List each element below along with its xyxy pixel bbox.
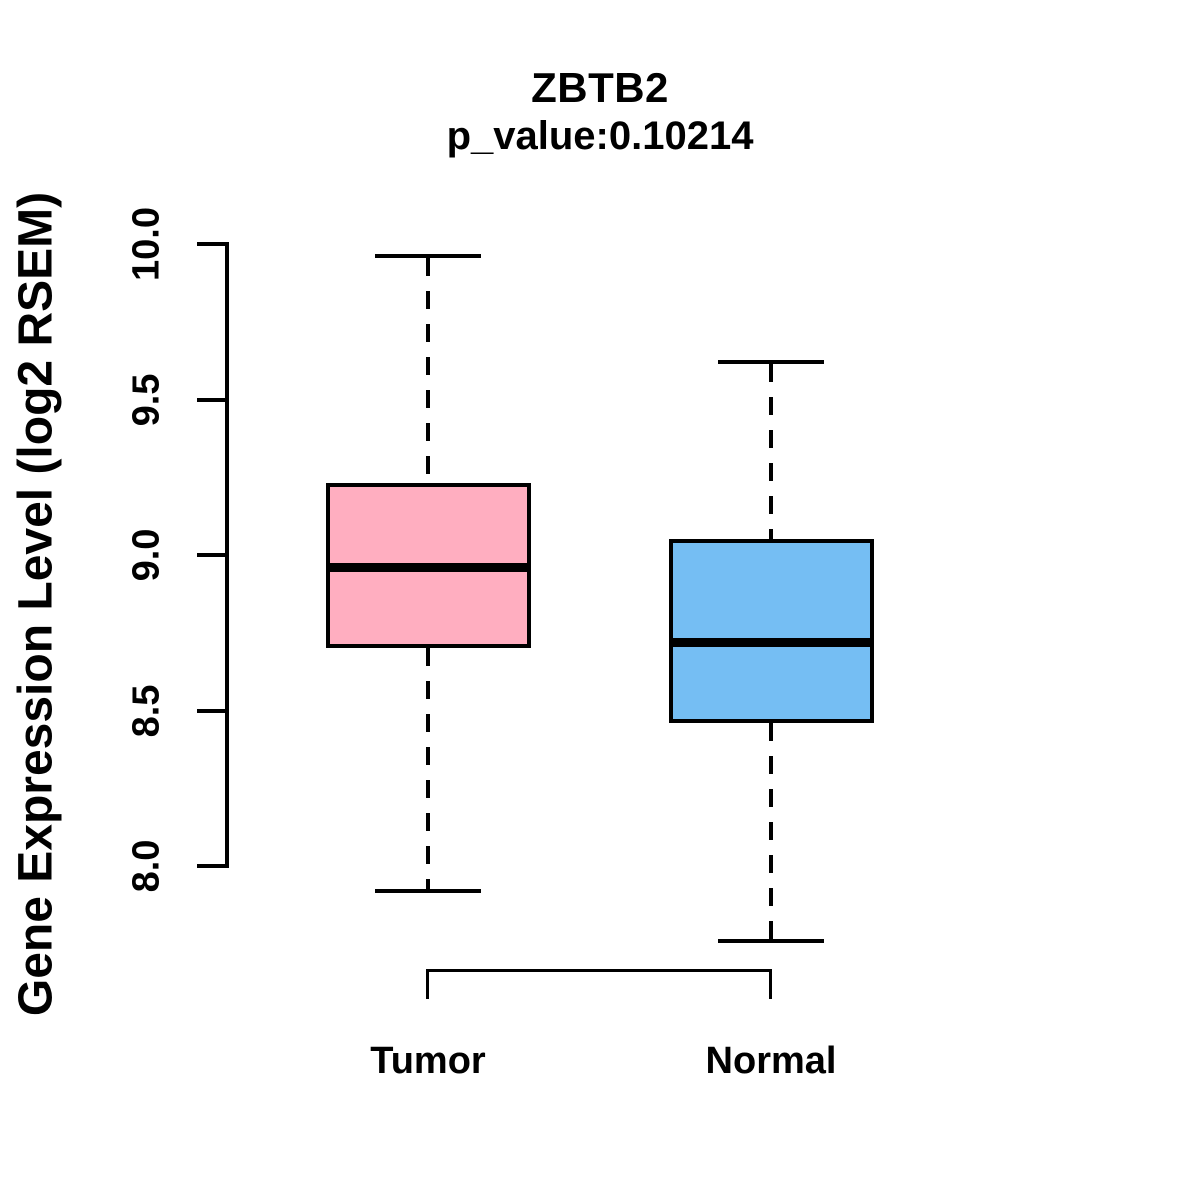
x-axis-line (428, 969, 771, 972)
title-block: ZBTB2 p_value:0.10214 (0, 64, 1200, 160)
y-tick-label: 9.5 (125, 373, 168, 426)
chart-subtitle: p_value:0.10214 (446, 114, 754, 158)
y-axis-tick (197, 242, 227, 246)
median-line-normal (672, 637, 870, 647)
y-tick-label: 8.0 (125, 839, 168, 893)
whisker-lower-normal (769, 722, 773, 939)
whisker-upper-normal (769, 364, 773, 540)
whisker-cap-bottom-tumor (375, 888, 481, 893)
median-line-tumor (329, 562, 527, 572)
x-axis-tick-tumor (426, 969, 429, 999)
y-axis-tick (197, 708, 227, 713)
y-tick-label: 10.0 (125, 207, 168, 281)
x-category-label-tumor: Tumor (370, 1040, 486, 1082)
x-axis-tick-normal (769, 969, 772, 999)
x-category-label-normal: Normal (705, 1040, 837, 1082)
y-axis-line (225, 242, 229, 868)
box-normal (668, 539, 874, 723)
y-tick-label: 8.5 (125, 684, 168, 737)
chart-title: ZBTB2 (531, 64, 669, 111)
whisker-cap-top-tumor (375, 254, 481, 259)
whisker-cap-bottom-normal (718, 938, 824, 943)
y-axis-tick (197, 864, 227, 868)
whisker-upper-tumor (426, 258, 430, 484)
y-axis-tick (197, 397, 227, 402)
whisker-cap-top-normal (718, 360, 824, 365)
y-axis-title: Gene Expression Level (log2 RSEM) (9, 191, 63, 1017)
whisker-lower-tumor (426, 648, 430, 889)
y-tick-label: 9.0 (125, 528, 168, 582)
y-axis-tick (197, 553, 227, 557)
